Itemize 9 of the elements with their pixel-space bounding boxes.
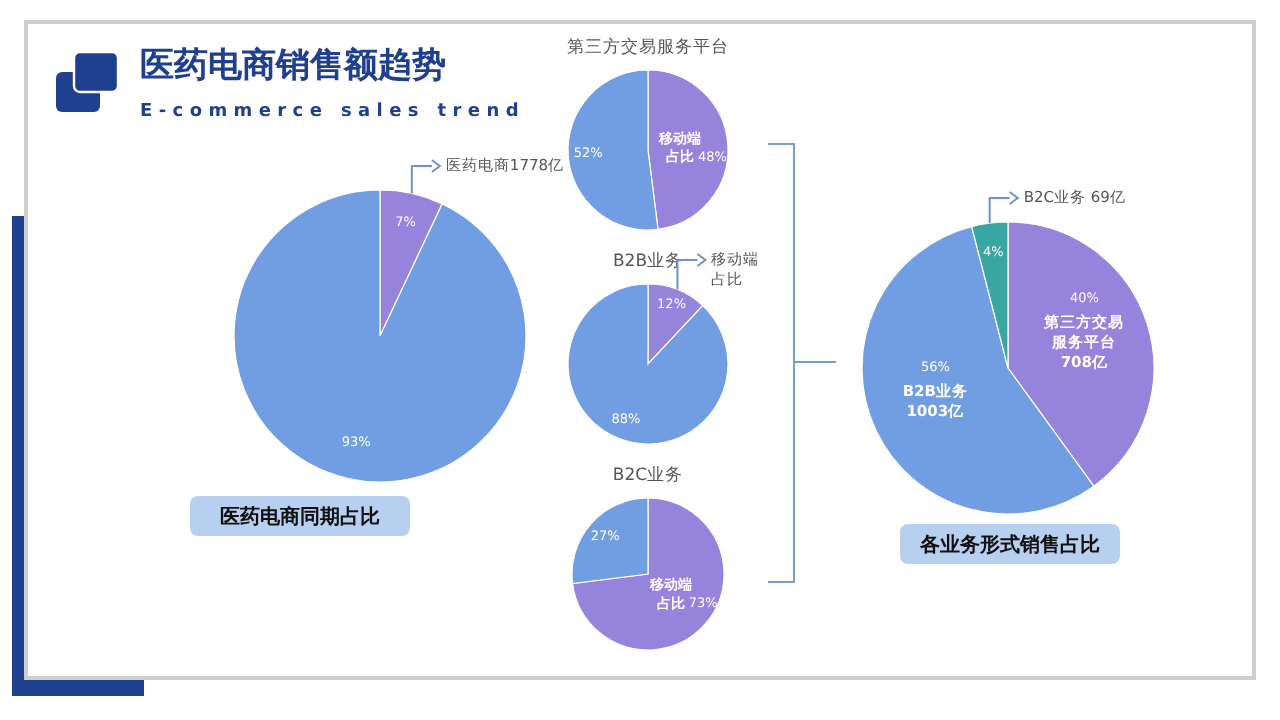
pie-slice [233, 189, 527, 483]
chart-subtitle: E-commerce sales trend [140, 102, 525, 122]
chart-title: 医药电商销售额趋势 [140, 46, 446, 86]
pie-slice [567, 283, 729, 445]
text: 医药电商同期占比 [220, 505, 380, 530]
chart-title: B2C业务 [612, 464, 684, 486]
pie-slice [572, 497, 725, 651]
text: 各业务形式销售占比 [918, 533, 1100, 558]
chart-title: 第三方交易服务平台 [567, 36, 729, 58]
